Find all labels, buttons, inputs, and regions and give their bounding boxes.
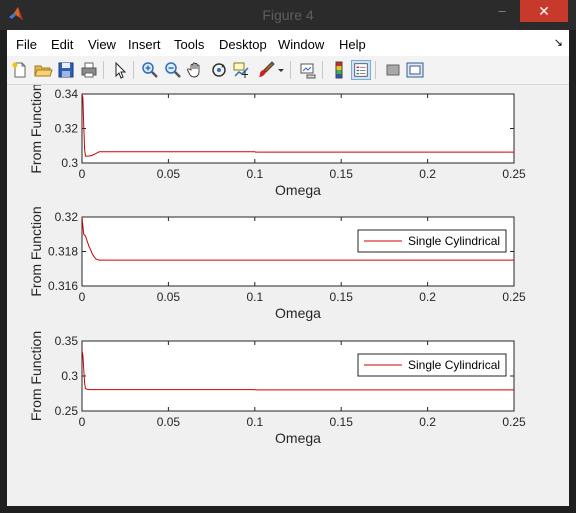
zoom-in-icon[interactable] [140, 60, 160, 80]
x-tick-label: 0.1 [246, 167, 263, 181]
hide-plot-tools-icon[interactable] [383, 60, 403, 80]
x-tick-label: 0.1 [246, 415, 263, 429]
x-axis-label: Omega [275, 182, 321, 198]
new-figure-icon[interactable] [10, 60, 30, 80]
toolbar-separator [322, 61, 323, 79]
series-line [81, 350, 514, 391]
axes-box [81, 93, 515, 164]
legend-box [357, 353, 507, 377]
pointer-arrow-icon[interactable] [110, 60, 130, 80]
menu-view[interactable]: View [88, 37, 116, 52]
menu-window[interactable]: Window [278, 37, 325, 52]
x-tick-label: 0.05 [157, 415, 181, 429]
menu-tools[interactable]: Tools [174, 37, 205, 52]
y-tick-label: 0.318 [48, 245, 78, 259]
x-tick-label: 0.1 [246, 290, 263, 304]
legend-box [357, 229, 507, 253]
zoom-out-icon[interactable] [163, 60, 183, 80]
toolbar-separator [133, 61, 134, 79]
dock-arrow-icon[interactable]: ↘ [553, 37, 563, 49]
x-axis-label: Omega [275, 430, 321, 446]
toolbar-separator [290, 61, 291, 79]
x-tick-label: 0.25 [502, 415, 526, 429]
plots-svg: 0 0.05 0.1 0.15 0.2 0.25 0.3 0.32 0.34 Omega From … [28, 83, 526, 446]
y-tick-label: 0.3 [61, 156, 78, 170]
series-line [81, 93, 514, 157]
menu-help[interactable]: Help [339, 37, 366, 52]
legend: Single Cylindrical [357, 229, 507, 253]
insert-legend-icon[interactable] [351, 60, 371, 80]
brush-icon[interactable] [256, 60, 276, 80]
y-tick-label: 0.32 [55, 210, 79, 224]
y-tick-label: 0.32 [55, 122, 79, 136]
toolbar-separator [375, 61, 376, 79]
save-icon[interactable] [56, 60, 76, 80]
y-tick-label: 0.34 [55, 87, 79, 101]
y-axis-label: From Function [28, 206, 44, 296]
x-tick-label: 0.2 [419, 167, 436, 181]
x-tick-label: 0.25 [502, 167, 526, 181]
link-plot-icon[interactable] [298, 60, 318, 80]
rotate-3d-icon[interactable] [209, 60, 229, 80]
menu-desktop[interactable]: Desktop [219, 37, 267, 52]
y-axis-label: From Function [28, 331, 44, 421]
y-tick-label: 0.35 [55, 334, 79, 348]
menu-insert[interactable]: Insert [128, 37, 161, 52]
x-tick-label: 0.05 [157, 290, 181, 304]
legend-label: Single Cylindrical [408, 234, 500, 248]
menu-edit[interactable]: Edit [51, 37, 74, 52]
x-tick-label: 0 [79, 415, 86, 429]
axes-2: 0 0.05 0.1 0.15 0.2 0.25 0.316 0.318 0.32 Omega Fr… [28, 206, 526, 321]
y-axis-label: From Function [28, 85, 44, 174]
show-plot-tools-icon[interactable] [405, 60, 425, 80]
pan-hand-icon[interactable] [186, 60, 206, 80]
legend-label: Single Cylindrical [408, 358, 500, 372]
x-tick-label: 0.25 [502, 290, 526, 304]
window-title: Figure 4 [262, 7, 314, 23]
print-icon[interactable] [79, 60, 99, 80]
axes-1: 0 0.05 0.1 0.15 0.2 0.25 0.3 0.32 0.34 Omega From … [28, 83, 526, 198]
figure-client-area: File Edit View Insert Tools Desktop Wind… [7, 30, 569, 506]
data-cursor-icon[interactable] [232, 60, 252, 80]
matlab-logo-icon [9, 7, 23, 20]
x-tick-label: 0 [79, 167, 86, 181]
x-axis-label: Omega [275, 305, 321, 321]
series-line [81, 216, 514, 261]
figure-canvas[interactable]: 0 0.05 0.1 0.15 0.2 0.25 0.3 0.32 0.34 Omega From … [7, 83, 569, 506]
y-tick-label: 0.316 [48, 279, 78, 293]
x-tick-label: 0.05 [157, 167, 181, 181]
title-bar[interactable]: Figure 4 – ✕ [0, 0, 576, 30]
close-button[interactable]: ✕ [520, 0, 568, 22]
axes-3: 0 0.05 0.1 0.15 0.2 0.25 0.25 0.3 0.35 Omega From … [28, 331, 526, 446]
x-tick-label: 0.2 [419, 415, 436, 429]
figure-toolbar [7, 56, 569, 85]
x-tick-label: 0 [79, 290, 86, 304]
open-file-icon[interactable] [33, 60, 53, 80]
x-tick-label: 0.15 [330, 415, 354, 429]
x-tick-label: 0.15 [330, 290, 354, 304]
menu-file[interactable]: File [16, 37, 37, 52]
brush-dropdown-arrow-icon[interactable] [276, 60, 286, 80]
y-tick-label: 0.3 [61, 369, 78, 383]
insert-colorbar-icon[interactable] [329, 60, 349, 80]
x-tick-label: 0.2 [419, 290, 436, 304]
menu-bar: File Edit View Insert Tools Desktop Wind… [7, 30, 569, 56]
legend: Single Cylindrical [357, 353, 507, 377]
y-tick-label: 0.25 [55, 404, 79, 418]
x-tick-label: 0.15 [330, 167, 354, 181]
toolbar-separator [103, 61, 104, 79]
minimize-button[interactable]: – [498, 3, 506, 18]
